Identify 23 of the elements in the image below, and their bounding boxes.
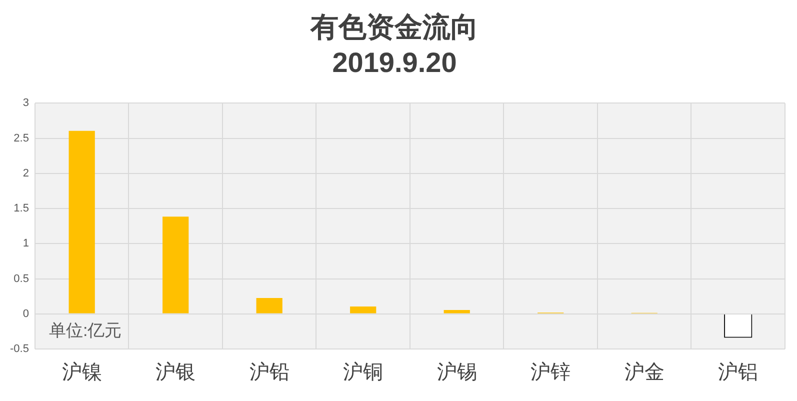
chart-subtitle: 2019.9.20 — [332, 47, 457, 78]
y-tick-label: 0 — [22, 308, 29, 320]
x-tick-label: 沪锌 — [530, 360, 571, 384]
bar — [350, 306, 376, 314]
y-tick-label: 2 — [22, 167, 29, 180]
y-tick-label: 0.5 — [14, 272, 29, 285]
bar — [162, 216, 189, 314]
y-tick-label: -0.5 — [10, 343, 29, 356]
y-tick-label: 1 — [22, 238, 29, 250]
y-tick-label: 1.5 — [14, 202, 29, 215]
x-tick-label: 沪金 — [624, 360, 664, 384]
chart-title: 有色资金流向 — [310, 12, 478, 43]
y-tick-label: 3 — [22, 97, 29, 110]
bar — [68, 130, 95, 314]
annotation: 单位:亿元 — [48, 321, 122, 340]
x-tick-label: 沪镍 — [62, 360, 102, 384]
x-tick-label: 沪银 — [156, 360, 196, 384]
x-tick-label: 沪铜 — [343, 360, 384, 384]
x-tick-label: 沪铝 — [718, 360, 758, 384]
y-tick-label: 2.5 — [14, 132, 29, 144]
x-tick-label: 沪锡 — [436, 360, 477, 384]
x-tick-label: 沪铅 — [249, 360, 290, 384]
bar — [256, 298, 282, 314]
